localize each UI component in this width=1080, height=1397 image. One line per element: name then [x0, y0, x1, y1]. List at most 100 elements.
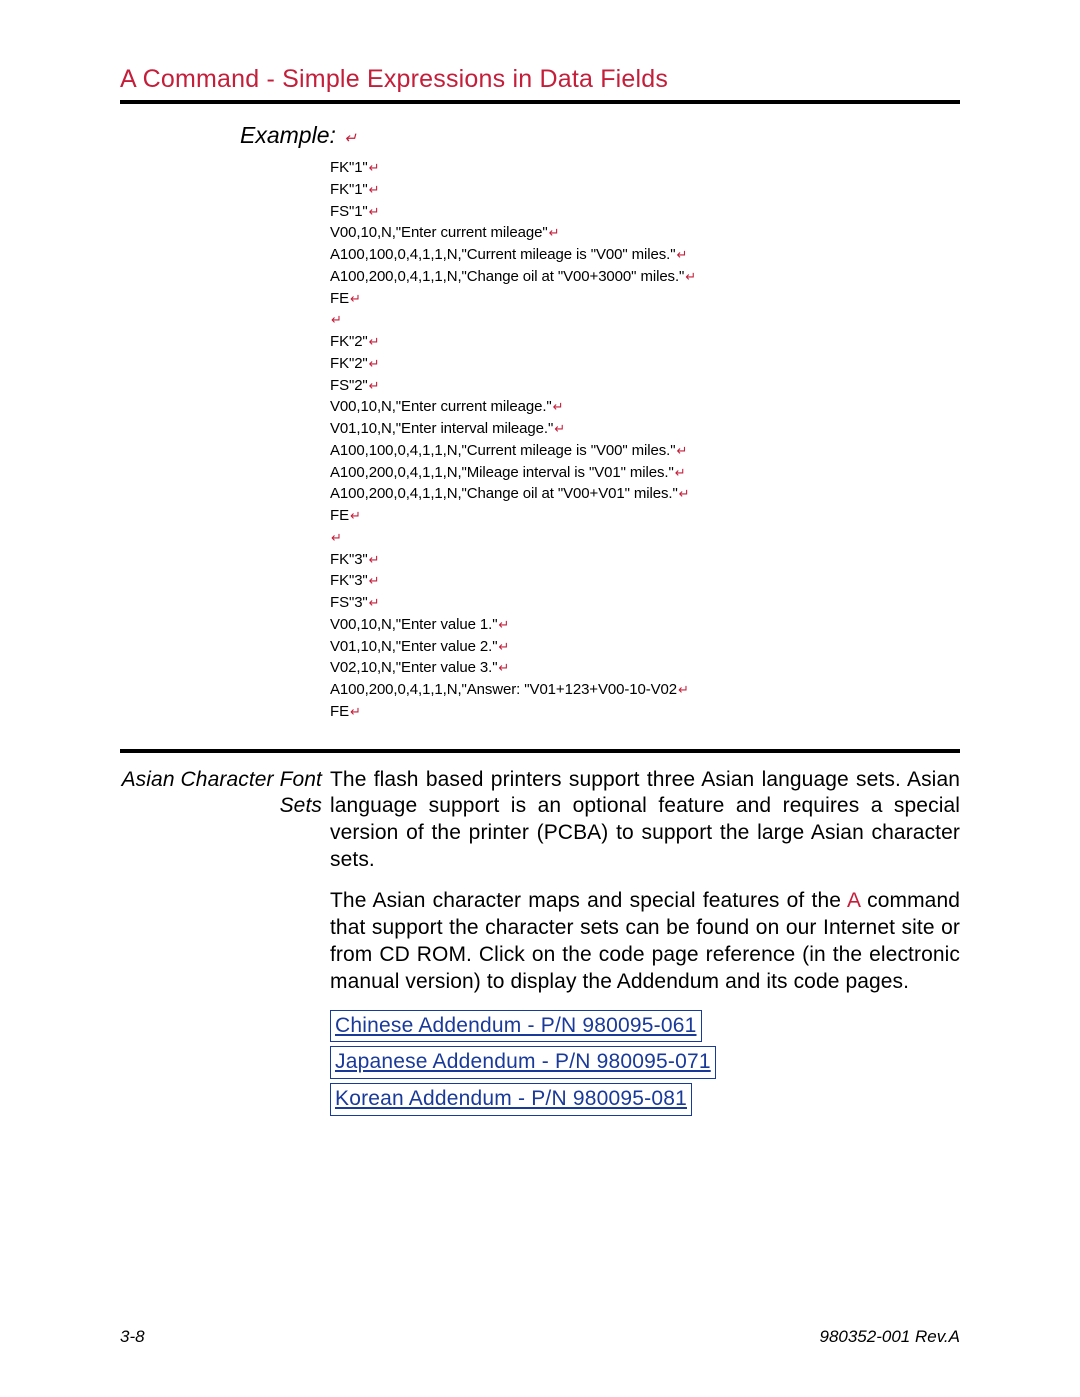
crlf-icon: ↵ — [676, 443, 687, 458]
crlf-icon: ↵ — [369, 595, 380, 610]
crlf-icon: ↵ — [498, 660, 509, 675]
page-title: A Command - Simple Expressions in Data F… — [120, 65, 960, 94]
crlf-icon: ↵ — [344, 130, 357, 147]
code-line: FE↵ — [330, 288, 960, 310]
code-line: V01,10,N,"Enter interval mileage."↵ — [330, 418, 960, 440]
section-label-line1: Asian Character Font — [122, 768, 322, 791]
code-line: V00,10,N,"Enter current mileage"↵ — [330, 222, 960, 244]
code-line: ↵ — [330, 527, 960, 549]
code-text: FK"1" — [330, 181, 368, 198]
code-text: V00,10,N,"Enter current mileage" — [330, 224, 548, 241]
example-label-text: Example: — [240, 122, 336, 148]
section-label: Asian Character Font Sets — [120, 767, 330, 821]
crlf-icon: ↵ — [498, 639, 509, 654]
crlf-icon: ↵ — [350, 704, 361, 719]
crlf-icon: ↵ — [350, 291, 361, 306]
code-text: A100,200,0,4,1,1,N,"Answer: "V01+123+V00… — [330, 681, 677, 698]
code-line: FS"3"↵ — [330, 592, 960, 614]
code-line: FK"2"↵ — [330, 331, 960, 353]
crlf-icon: ↵ — [369, 204, 380, 219]
code-text: V01,10,N,"Enter interval mileage." — [330, 420, 553, 437]
code-text: FE — [330, 703, 349, 720]
code-line: FK"3"↵ — [330, 570, 960, 592]
addendum-links: Chinese Addendum - P/N 980095-061Japanes… — [330, 1010, 960, 1117]
code-text: A100,200,0,4,1,1,N,"Change oil at "V00+3… — [330, 268, 684, 285]
para2-pre: The Asian character maps and special fea… — [330, 889, 847, 912]
code-text: FK"1" — [330, 159, 368, 176]
code-text: V02,10,N,"Enter value 3." — [330, 659, 497, 676]
code-line: V01,10,N,"Enter value 2."↵ — [330, 636, 960, 658]
section-para1: The flash based printers support three A… — [330, 767, 960, 875]
code-line: FE↵ — [330, 505, 960, 527]
code-line: FK"1"↵ — [330, 157, 960, 179]
code-text: V00,10,N,"Enter current mileage." — [330, 398, 552, 415]
crlf-icon: ↵ — [369, 573, 380, 588]
code-block: FK"1"↵FK"1"↵FS"1"↵V00,10,N,"Enter curren… — [330, 157, 960, 723]
code-text: A100,100,0,4,1,1,N,"Current mileage is "… — [330, 246, 675, 263]
code-line: A100,200,0,4,1,1,N,"Mileage interval is … — [330, 462, 960, 484]
crlf-icon: ↵ — [675, 465, 686, 480]
crlf-icon: ↵ — [369, 552, 380, 567]
example-label: Example: ↵ — [240, 122, 960, 149]
code-line: FK"3"↵ — [330, 549, 960, 571]
code-text: FK"2" — [330, 333, 368, 350]
code-line: A100,100,0,4,1,1,N,"Current mileage is "… — [330, 244, 960, 266]
code-line: A100,200,0,4,1,1,N,"Change oil at "V00+3… — [330, 266, 960, 288]
example-block: Example: ↵ FK"1"↵FK"1"↵FS"1"↵V00,10,N,"E… — [240, 122, 960, 723]
code-text: FK"2" — [330, 355, 368, 372]
crlf-icon: ↵ — [549, 225, 560, 240]
code-line: FS"1"↵ — [330, 201, 960, 223]
addendum-link[interactable]: Korean Addendum - P/N 980095-081 — [330, 1083, 692, 1116]
code-line: V00,10,N,"Enter current mileage."↵ — [330, 396, 960, 418]
code-line: FS"2"↵ — [330, 375, 960, 397]
code-text: V00,10,N,"Enter value 1." — [330, 616, 497, 633]
section-body: The flash based printers support three A… — [330, 767, 960, 1121]
code-text: FS"2" — [330, 377, 368, 394]
code-line: FK"2"↵ — [330, 353, 960, 375]
code-text: FE — [330, 507, 349, 524]
code-text: A100,200,0,4,1,1,N,"Change oil at "V00+V… — [330, 485, 678, 502]
section-para2: The Asian character maps and special fea… — [330, 888, 960, 996]
crlf-icon: ↵ — [685, 269, 696, 284]
top-rule — [120, 100, 960, 104]
crlf-icon: ↵ — [678, 682, 689, 697]
code-line: FE↵ — [330, 701, 960, 723]
crlf-icon: ↵ — [676, 247, 687, 262]
crlf-icon: ↵ — [369, 334, 380, 349]
code-line: ↵ — [330, 309, 960, 331]
addendum-link[interactable]: Japanese Addendum - P/N 980095-071 — [330, 1046, 716, 1079]
code-line: A100,100,0,4,1,1,N,"Current mileage is "… — [330, 440, 960, 462]
crlf-icon: ↵ — [369, 378, 380, 393]
page-footer: 3-8 980352-001 Rev.A — [120, 1327, 960, 1347]
code-text: FS"3" — [330, 594, 368, 611]
mid-rule — [120, 749, 960, 753]
crlf-icon: ↵ — [331, 312, 342, 327]
crlf-icon: ↵ — [369, 182, 380, 197]
page-number: 3-8 — [120, 1327, 145, 1347]
crlf-icon: ↵ — [331, 530, 342, 545]
code-text: A100,200,0,4,1,1,N,"Mileage interval is … — [330, 464, 674, 481]
code-line: V00,10,N,"Enter value 1."↵ — [330, 614, 960, 636]
crlf-icon: ↵ — [553, 399, 564, 414]
crlf-icon: ↵ — [554, 421, 565, 436]
code-line: A100,200,0,4,1,1,N,"Answer: "V01+123+V00… — [330, 679, 960, 701]
crlf-icon: ↵ — [679, 486, 690, 501]
addendum-link[interactable]: Chinese Addendum - P/N 980095-061 — [330, 1010, 702, 1043]
code-line: FK"1"↵ — [330, 179, 960, 201]
crlf-icon: ↵ — [498, 617, 509, 632]
crlf-icon: ↵ — [369, 160, 380, 175]
code-line: V02,10,N,"Enter value 3."↵ — [330, 657, 960, 679]
code-text: FK"3" — [330, 551, 368, 568]
code-text: FK"3" — [330, 572, 368, 589]
crlf-icon: ↵ — [369, 356, 380, 371]
command-letter: A — [847, 889, 860, 912]
code-text: FS"1" — [330, 203, 368, 220]
code-line: A100,200,0,4,1,1,N,"Change oil at "V00+V… — [330, 483, 960, 505]
revision: 980352-001 Rev.A — [819, 1327, 960, 1347]
asian-section: Asian Character Font Sets The flash base… — [120, 767, 960, 1121]
code-text: V01,10,N,"Enter value 2." — [330, 638, 497, 655]
code-text: FE — [330, 290, 349, 307]
section-label-line2: Sets — [280, 794, 322, 817]
crlf-icon: ↵ — [350, 508, 361, 523]
code-text: A100,100,0,4,1,1,N,"Current mileage is "… — [330, 442, 675, 459]
